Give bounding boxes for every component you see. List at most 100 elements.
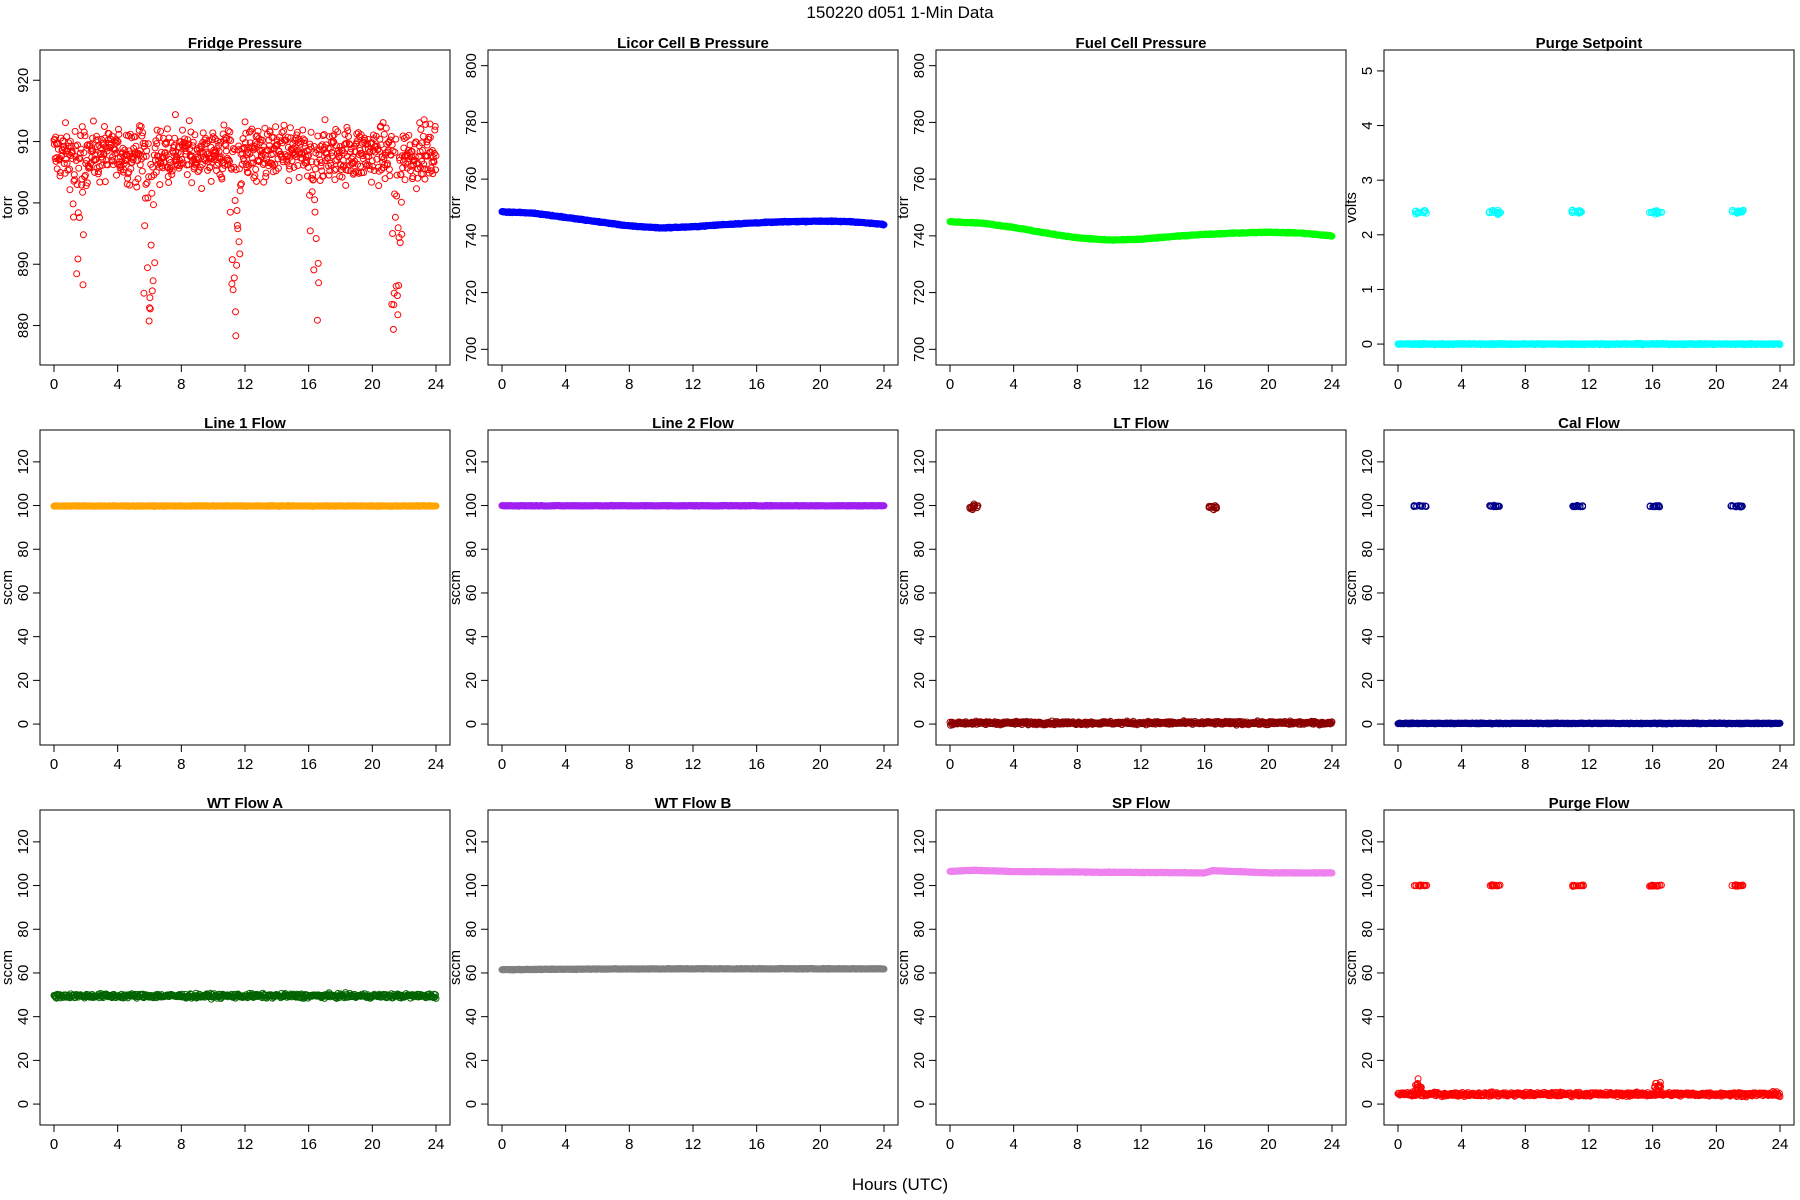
data-point (135, 126, 143, 134)
y-tick-label: 100 (1359, 493, 1376, 518)
data-point (350, 142, 358, 150)
x-tick-label: 12 (237, 376, 254, 393)
data-point (198, 185, 206, 192)
x-tick-label: 24 (428, 756, 445, 773)
plot-frame (39, 49, 451, 366)
y-tick-label: 80 (911, 541, 928, 558)
y-tick-label: 0 (1359, 340, 1376, 348)
data-point (309, 171, 317, 179)
data-point (66, 186, 74, 194)
data-point (422, 120, 430, 128)
y-axis-label: sccm (447, 570, 464, 605)
data-point (168, 171, 176, 178)
y-tick-label: 4 (1359, 121, 1376, 129)
x-tick-label: 0 (498, 756, 506, 773)
data-point (355, 169, 363, 177)
data-point (152, 168, 160, 176)
data-point (254, 127, 262, 135)
data-point (241, 139, 249, 147)
data-point (432, 152, 440, 160)
data-point (73, 270, 81, 278)
data-point (75, 154, 83, 162)
y-axis-label: sccm (1343, 570, 1360, 605)
data-point (153, 126, 161, 134)
x-tick-label: 8 (1521, 756, 1529, 773)
data-point (368, 178, 375, 186)
data-point (142, 180, 150, 188)
y-tick-label: 80 (15, 541, 32, 558)
data-point (880, 221, 888, 229)
data-point (188, 179, 196, 187)
data-point (211, 135, 219, 143)
data-point (389, 230, 397, 237)
data-point (251, 172, 259, 180)
data-point (420, 116, 428, 124)
data-point (228, 280, 236, 288)
data-point (245, 161, 253, 169)
data-point (285, 177, 293, 185)
data-point (380, 130, 388, 138)
data-point (378, 166, 385, 174)
data-point (126, 181, 134, 189)
y-tick-label: 60 (463, 585, 480, 602)
y-tick-label: 1 (1359, 285, 1376, 293)
data-point (228, 256, 236, 264)
data-point (149, 277, 157, 285)
y-tick-label: 40 (15, 628, 32, 645)
data-point (113, 137, 121, 145)
data-point (165, 179, 173, 186)
y-tick-label: 60 (1359, 585, 1376, 602)
data-point (428, 158, 436, 166)
data-point (314, 259, 322, 267)
data-point (417, 126, 425, 133)
data-point (209, 129, 217, 137)
y-tick-label: 80 (1359, 541, 1376, 558)
data-point (431, 126, 439, 134)
y-tick-label: 100 (911, 493, 928, 518)
data-point (232, 166, 240, 174)
data-point (311, 165, 319, 173)
data-point (241, 118, 249, 126)
data-point (68, 148, 76, 156)
data-point (307, 143, 315, 151)
data-point (343, 139, 350, 147)
data-point (139, 129, 147, 137)
data-point (391, 190, 399, 198)
data-point (207, 177, 215, 185)
x-tick-label: 8 (1521, 376, 1529, 393)
data-point (295, 173, 303, 181)
data-point (343, 123, 351, 131)
series-points (498, 208, 888, 232)
data-point (81, 173, 89, 181)
x-tick-label: 20 (1260, 376, 1277, 393)
data-point (395, 282, 403, 289)
data-point (394, 224, 402, 232)
data-point (310, 266, 318, 274)
data-point (150, 151, 158, 159)
data-point (382, 124, 390, 132)
data-point (148, 287, 156, 295)
data-point (143, 147, 151, 155)
data-point (312, 235, 320, 242)
data-point (315, 279, 323, 287)
data-point (185, 161, 192, 169)
data-point (95, 168, 103, 176)
data-point (304, 172, 311, 180)
data-point (376, 147, 383, 155)
x-tick-label: 0 (1394, 376, 1402, 393)
y-tick-label: 720 (463, 280, 480, 305)
x-tick-label: 24 (1324, 756, 1341, 773)
x-tick-label: 0 (498, 376, 506, 393)
data-point (420, 160, 428, 168)
data-point (364, 140, 372, 148)
data-point (85, 163, 93, 171)
data-point (182, 147, 190, 155)
data-point (212, 167, 220, 174)
data-point (93, 132, 101, 140)
data-point (151, 259, 159, 267)
data-point (79, 281, 87, 289)
data-point (218, 175, 226, 183)
data-point (150, 201, 157, 209)
data-point (80, 128, 88, 136)
data-point (226, 128, 234, 136)
